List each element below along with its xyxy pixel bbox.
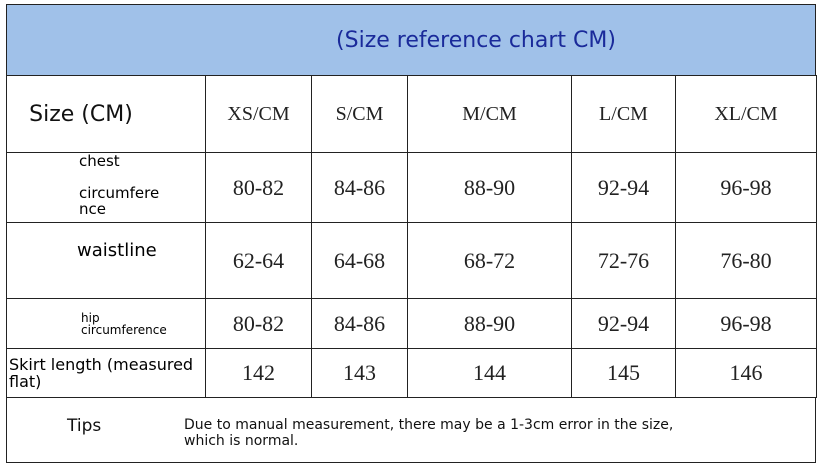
value: 80-82 bbox=[232, 310, 285, 336]
title-bar: (Size reference chart CM) bbox=[6, 4, 816, 76]
header-size: XS/CM bbox=[227, 102, 290, 125]
value-cell: 68-72 bbox=[407, 222, 572, 299]
tips-text: Due to manual measurement, there may be … bbox=[184, 417, 674, 449]
row-label-line: flat) bbox=[9, 372, 42, 391]
value-cell: 88-90 bbox=[407, 152, 572, 223]
value: 80-82 bbox=[232, 174, 285, 200]
row-label: hip circumference bbox=[81, 312, 167, 336]
header-cell: XS/CM bbox=[205, 75, 312, 153]
row-label-line: chest bbox=[79, 152, 120, 170]
tips-row: Tips Due to manual measurement, there may… bbox=[6, 397, 816, 463]
row-label-line: circumference bbox=[81, 322, 167, 337]
value: 92-94 bbox=[597, 310, 650, 336]
value: 145 bbox=[607, 360, 640, 385]
header-size: XL/CM bbox=[714, 102, 778, 125]
header-cell: Size (CM) bbox=[6, 75, 206, 153]
header-size: M/CM bbox=[462, 102, 517, 125]
row-label: chest circumfere nce bbox=[79, 153, 159, 217]
value: 92-94 bbox=[597, 174, 650, 200]
value: 64-68 bbox=[333, 247, 386, 273]
value: 144 bbox=[473, 360, 506, 385]
row-label-cell: chest circumfere nce bbox=[6, 152, 206, 223]
value-cell: 76-80 bbox=[675, 222, 817, 299]
value-cell: 144 bbox=[407, 348, 572, 398]
value: 96-98 bbox=[720, 310, 772, 336]
value-cell: 96-98 bbox=[675, 298, 817, 349]
header-size: S/CM bbox=[335, 102, 384, 125]
row-label-line: hip bbox=[81, 310, 100, 325]
row-label-line: Skirt length (measured bbox=[9, 355, 194, 374]
row-label-line: nce bbox=[79, 200, 106, 218]
header-label: Size (CM) bbox=[29, 101, 133, 127]
title: (Size reference chart CM) bbox=[336, 27, 616, 53]
value-cell: 143 bbox=[311, 348, 408, 398]
value: 142 bbox=[242, 360, 275, 385]
value-cell: 92-94 bbox=[571, 298, 676, 349]
row-label-line: waistline bbox=[77, 240, 157, 261]
header-cell: S/CM bbox=[311, 75, 408, 153]
row-label-cell: hip circumference bbox=[6, 298, 206, 349]
value-cell: 80-82 bbox=[205, 298, 312, 349]
value-cell: 64-68 bbox=[311, 222, 408, 299]
value-cell: 80-82 bbox=[205, 152, 312, 223]
header-cell: M/CM bbox=[407, 75, 572, 153]
row-label-cell: waistline bbox=[6, 222, 206, 299]
value-cell: 92-94 bbox=[571, 152, 676, 223]
row-label-line: circumfere bbox=[79, 184, 160, 202]
row-label: Skirt length (measured flat) bbox=[9, 356, 193, 390]
value-cell: 96-98 bbox=[675, 152, 817, 223]
value-cell: 145 bbox=[571, 348, 676, 398]
value-cell: 84-86 bbox=[311, 298, 408, 349]
row-label: waistline bbox=[77, 240, 157, 261]
value-cell: 84-86 bbox=[311, 152, 408, 223]
value: 68-72 bbox=[463, 247, 516, 273]
value: 143 bbox=[343, 360, 376, 385]
value: 72-76 bbox=[597, 247, 650, 273]
value-cell: 88-90 bbox=[407, 298, 572, 349]
value-cell: 62-64 bbox=[205, 222, 312, 299]
row-label-cell: Skirt length (measured flat) bbox=[6, 348, 206, 398]
value-cell: 146 bbox=[675, 348, 817, 398]
value: 62-64 bbox=[232, 247, 285, 273]
value: 88-90 bbox=[463, 174, 516, 200]
header-cell: L/CM bbox=[571, 75, 676, 153]
tips-label: Tips bbox=[67, 416, 102, 436]
value-cell: 142 bbox=[205, 348, 312, 398]
value: 146 bbox=[729, 360, 763, 385]
value: 88-90 bbox=[463, 310, 516, 336]
value: 84-86 bbox=[333, 174, 386, 200]
header-size: L/CM bbox=[599, 102, 648, 125]
value: 84-86 bbox=[333, 310, 386, 336]
header-cell: XL/CM bbox=[675, 75, 817, 153]
value: 76-80 bbox=[720, 247, 772, 273]
value-cell: 72-76 bbox=[571, 222, 676, 299]
value: 96-98 bbox=[720, 174, 772, 200]
